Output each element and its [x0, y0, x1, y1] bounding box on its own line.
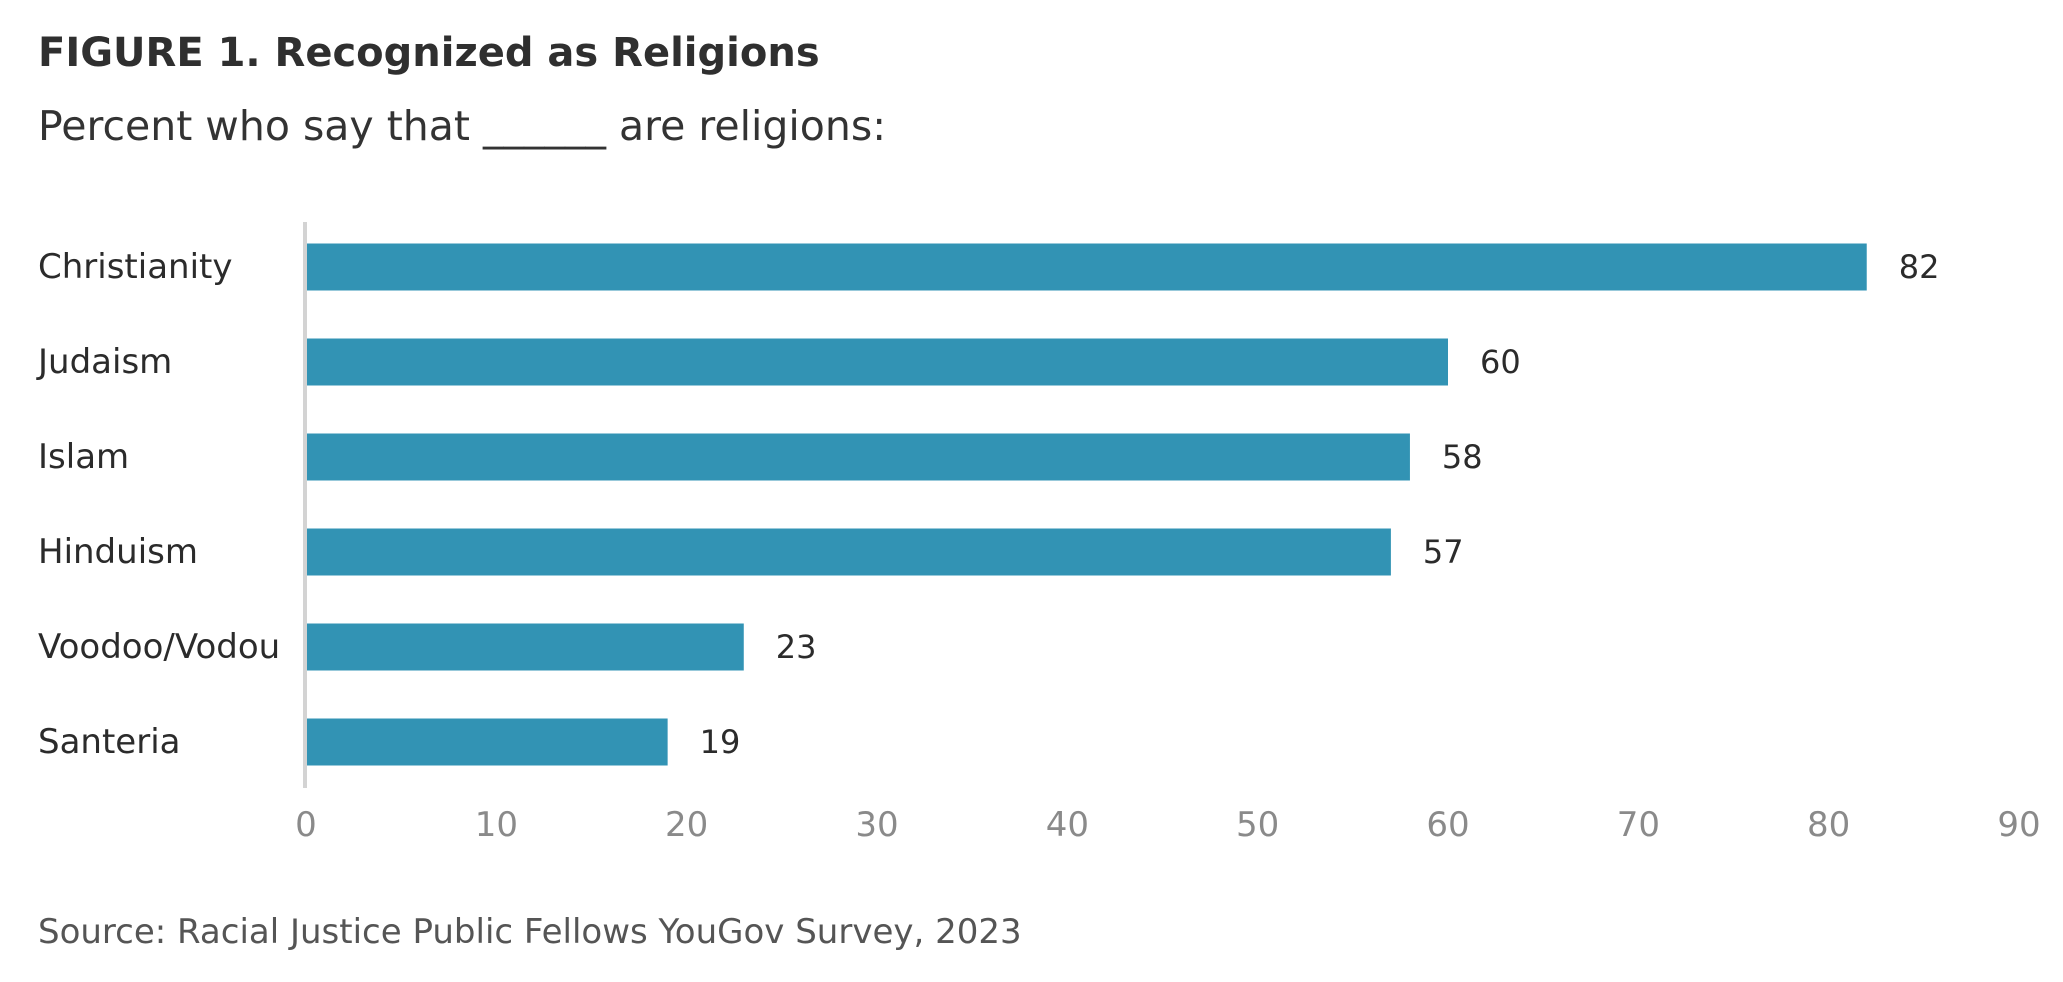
value-label: 57 [1423, 533, 1464, 571]
value-label: 19 [700, 723, 741, 761]
x-tick-label: 20 [665, 805, 708, 845]
category-label: Islam [38, 437, 129, 477]
bar-voodoo-vodou [306, 623, 744, 671]
category-label: Hinduism [38, 532, 198, 572]
category-label: Christianity [38, 247, 233, 287]
source-note: Source: Racial Justice Public Fellows Yo… [38, 912, 1022, 952]
chart-subtitle: Percent who say that ______ are religion… [38, 102, 887, 150]
category-label: Voodoo/Vodou [38, 627, 280, 667]
x-tick-label: 30 [855, 805, 898, 845]
x-tick-label: 40 [1046, 805, 1089, 845]
x-tick-label: 50 [1236, 805, 1279, 845]
bar-santeria [306, 718, 668, 766]
category-label: Santeria [38, 722, 180, 762]
x-tick-label: 90 [1997, 805, 2040, 845]
value-label: 58 [1442, 438, 1483, 476]
x-tick-label: 80 [1807, 805, 1850, 845]
value-label: 82 [1899, 248, 1940, 286]
category-label: Judaism [36, 342, 172, 382]
x-tick-label: 0 [295, 805, 317, 845]
x-tick-label: 60 [1426, 805, 1469, 845]
x-tick-label: 70 [1617, 805, 1660, 845]
value-label: 23 [776, 628, 817, 666]
bar-christianity [306, 243, 1867, 291]
bar-hinduism [306, 528, 1391, 576]
x-tick-label: 10 [475, 805, 518, 845]
chart-title: FIGURE 1. Recognized as Religions [38, 30, 820, 76]
bar-islam [306, 433, 1410, 481]
value-label: 60 [1480, 343, 1521, 381]
bar-chart: Christianity 82 Judaism 60 Islam 58 Hinduism 57… [36, 222, 2041, 845]
bar-judaism [306, 338, 1448, 386]
